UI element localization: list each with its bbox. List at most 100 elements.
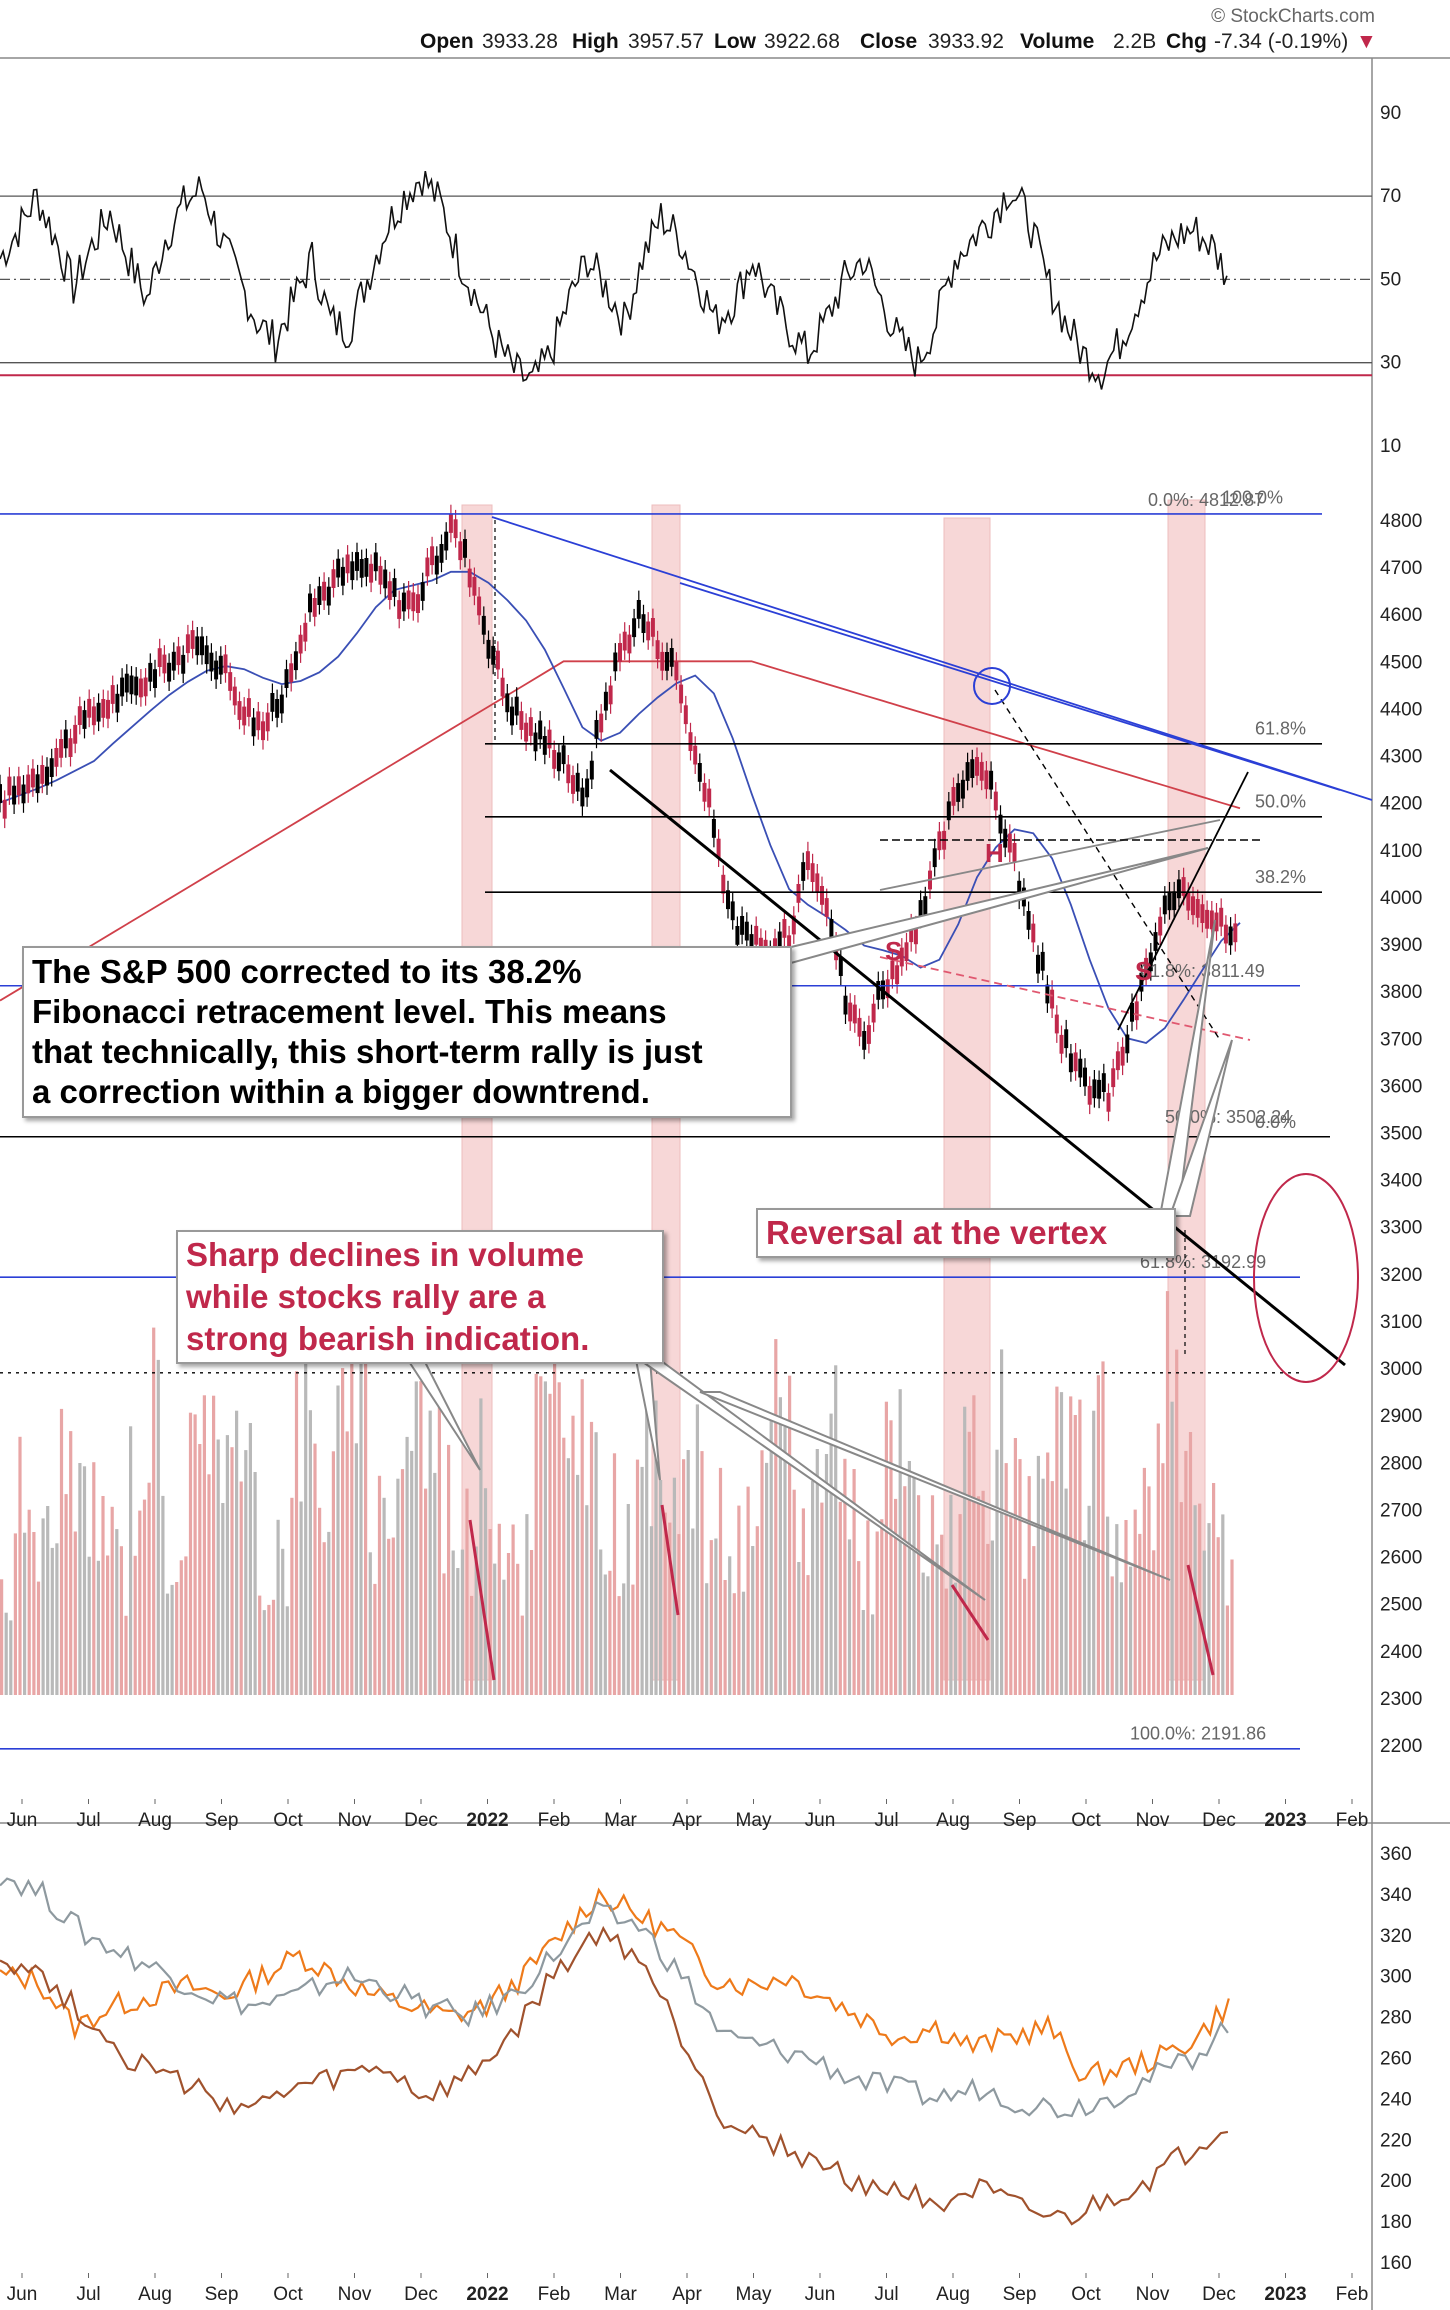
candle-body (829, 919, 834, 938)
x-tick-label: Jul (874, 1810, 898, 1831)
candle-body (1158, 916, 1163, 936)
candle-body (463, 539, 467, 558)
x-tick-label: Jun (805, 2284, 836, 2305)
volume-bar (350, 1281, 354, 1695)
candle-body (538, 720, 543, 740)
candle-body (59, 739, 64, 758)
volume-bar (774, 1339, 778, 1695)
volume-bar (313, 1443, 317, 1695)
volume-bar (253, 1472, 257, 1695)
volume-bar (686, 1450, 690, 1695)
fib-callout-line-1: The S&P 500 corrected to its 38.2% (32, 953, 582, 990)
rsi-tick-label: 10 (1380, 436, 1401, 457)
volume-bar (216, 1439, 220, 1695)
volume-bar (1041, 1478, 1045, 1695)
candle-body (791, 915, 796, 935)
ratio-tick-label: 340 (1380, 1885, 1412, 1906)
candle-body (561, 745, 566, 765)
candle-body (491, 645, 496, 665)
volume-callout-line-3: strong bearish indication. (186, 1320, 590, 1357)
candle-body (510, 706, 514, 726)
volume-bar (940, 1534, 944, 1695)
volume-bar (290, 1497, 294, 1695)
volume-bar (451, 1550, 455, 1695)
ohlc-high-label: High (572, 30, 619, 53)
candle-body (406, 590, 411, 610)
volume-bar (129, 1426, 133, 1695)
candle-body (21, 784, 26, 804)
candle-body (970, 759, 975, 778)
candle-body (143, 677, 148, 697)
candle-body (232, 686, 237, 706)
volume-bar (871, 1614, 875, 1695)
x-tick-label: Oct (273, 2284, 303, 2305)
candle-body (801, 862, 806, 881)
candle-body (533, 732, 538, 752)
volume-bar (903, 1486, 907, 1695)
x-tick-label: Oct (1071, 2284, 1101, 2305)
volume-bar (1225, 1605, 1229, 1695)
candle-body (275, 699, 280, 718)
candle-body (693, 745, 698, 765)
volume-bar (50, 1547, 54, 1695)
candle-body (298, 634, 303, 654)
candle-body (129, 675, 134, 695)
candle-body (387, 581, 392, 600)
x-tick-label: Oct (1071, 1810, 1101, 1831)
x-tick-label: Apr (672, 2284, 702, 2305)
candle-body (190, 630, 195, 649)
price-tick-label: 2300 (1380, 1689, 1422, 1710)
candle-body (552, 750, 557, 769)
candle-body (641, 614, 646, 633)
candle-body (91, 706, 96, 726)
candle-body (1064, 1029, 1069, 1049)
volume-bar (32, 1532, 36, 1695)
candle-body (256, 711, 261, 731)
highlight-band (943, 517, 991, 1681)
candle-body (96, 702, 101, 722)
wedge-line (1117, 771, 1249, 1031)
volume-bar (1009, 1512, 1013, 1695)
candle-body (730, 901, 735, 921)
ohlc-low-value: 3922.68 (764, 30, 840, 53)
volume-bar (737, 1505, 741, 1695)
candle-body (857, 1017, 862, 1037)
volume-bar (1069, 1396, 1073, 1695)
x-tick-label: Dec (1202, 1810, 1236, 1831)
candle-body (636, 600, 641, 619)
candle-body (392, 578, 397, 597)
x-tick-label: Aug (936, 1810, 970, 1831)
volume-bar (566, 1458, 570, 1695)
candle-body (514, 696, 519, 716)
price-x-axis: Jun Jul Aug Sep Oct Nov Dec 2022 Feb Mar Apr May Jun… (7, 1799, 1368, 1831)
volume-bar (470, 1595, 474, 1695)
price-tick-label: 3500 (1380, 1124, 1422, 1145)
candle-body (702, 782, 707, 802)
volume-bar (953, 1582, 958, 1695)
candle-body (1059, 1034, 1064, 1054)
candle-body (63, 729, 68, 749)
price-tick-label: 2200 (1380, 1736, 1422, 1757)
volume-bar (1055, 1386, 1059, 1695)
volume-bar (64, 1494, 68, 1695)
volume-bar (1110, 1576, 1114, 1695)
volume-bar (258, 1595, 262, 1695)
volume-bar (990, 1540, 994, 1695)
candle-body (1134, 1001, 1139, 1021)
candle-body (439, 544, 444, 563)
volume-bar (493, 1563, 497, 1695)
x-tick-label: Dec (404, 2284, 438, 2305)
candle-body (1078, 1058, 1083, 1078)
candle-body (35, 774, 40, 794)
volume-bar (1082, 1540, 1087, 1695)
candle-body (246, 698, 251, 717)
volume-bar (110, 1506, 114, 1695)
volume-bar (843, 1458, 847, 1695)
volume-bar (949, 1494, 953, 1695)
volume-bar (4, 1612, 8, 1695)
volume-bar (138, 1510, 142, 1695)
volume-callout: Sharp declines in volume while stocks ra… (176, 1230, 664, 1364)
candle-body (16, 776, 21, 796)
volume-bar (1175, 1349, 1179, 1695)
candle-body (843, 995, 848, 1015)
